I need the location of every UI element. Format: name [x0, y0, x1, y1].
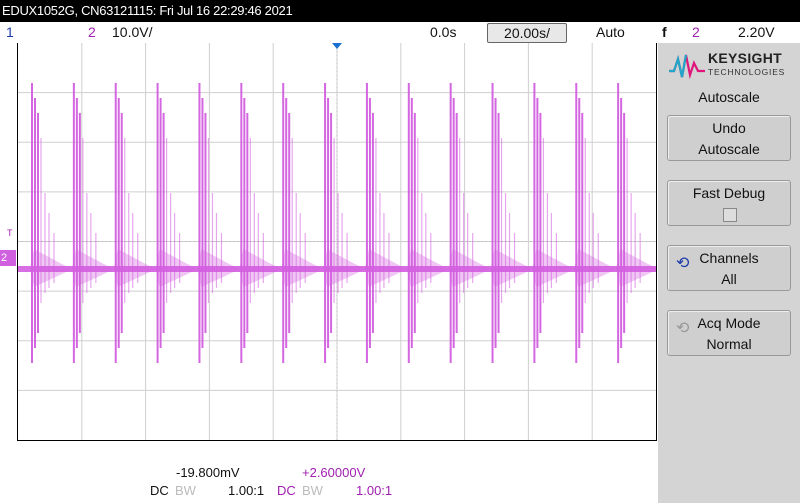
trigger-channel: 2	[692, 24, 700, 40]
channel-2-bw-limit: BW	[302, 483, 323, 498]
waveform-ringing	[155, 249, 198, 287]
keysight-wave-icon	[669, 54, 705, 80]
channel-2-ground-marker[interactable]: 2	[0, 250, 16, 266]
channels-button[interactable]: ⟲ Channels All	[667, 245, 791, 291]
channel-2-offset: +2.60000V	[302, 465, 366, 480]
fast-debug-label: Fast Debug	[692, 185, 766, 201]
waveform-ringing	[574, 249, 617, 287]
fast-debug-button[interactable]: Fast Debug	[667, 180, 791, 226]
channel-2-indicator[interactable]: 2	[88, 24, 96, 40]
waveform-ringing	[239, 249, 282, 287]
waveform-ringing	[532, 249, 575, 287]
waveform-ringing	[406, 249, 449, 287]
channel-1-indicator[interactable]: 1	[6, 24, 14, 40]
undo-sublabel: Autoscale	[698, 141, 760, 157]
channel-info-bar: -19.800mV +2.60000V DC BW 1.00:1 DC BW 1…	[0, 441, 658, 503]
keysight-logo: KEYSIGHT TECHNOLOGIES	[666, 48, 796, 84]
channels-value: All	[721, 271, 737, 287]
channel-1-probe: 1.00:1	[228, 483, 265, 498]
panel-title: Autoscale	[698, 89, 760, 105]
waveform-svg	[18, 43, 659, 440]
trigger-mode: Auto	[596, 24, 625, 40]
acq-mode-value: Normal	[706, 336, 752, 352]
acq-mode-label: Acq Mode	[697, 315, 761, 331]
waveform-display[interactable]	[17, 43, 659, 441]
status-bar: 1 2 10.0V/ 0.0s 20.00s/ Auto f 2 2.20V	[0, 22, 800, 43]
trigger-position-marker	[332, 43, 342, 49]
channel-1-bw-limit: BW	[175, 483, 196, 498]
waveform-ringing	[30, 249, 72, 287]
acq-mode-button[interactable]: ⟲ Acq Mode Normal	[667, 310, 791, 356]
waveform-ringing	[281, 249, 324, 287]
window-title: EDUX1052G, CN63121115: Fri Jul 16 22:29:…	[0, 0, 800, 22]
trigger-edge-icon: f	[662, 24, 667, 40]
channel-1-coupling: DC	[150, 483, 169, 498]
fast-debug-checkbox[interactable]	[723, 208, 737, 222]
rotate-knob-icon: ⟲	[676, 255, 690, 272]
undo-label: Undo	[712, 120, 746, 136]
rotate-knob-icon-disabled: ⟲	[676, 320, 690, 337]
channel-2-coupling: DC	[277, 483, 296, 498]
channel-2-probe: 1.00:1	[356, 483, 393, 498]
undo-autoscale-button[interactable]: Undo Autoscale	[667, 115, 791, 161]
waveform-baseline	[18, 266, 656, 272]
waveform-ringing	[616, 249, 659, 287]
waveform-ringing	[364, 249, 407, 287]
channel-2-scale: 10.0V/	[112, 24, 153, 40]
logo-subtitle: TECHNOLOGIES	[708, 67, 786, 77]
left-marker-bar	[0, 43, 17, 441]
trigger-level-marker: T	[7, 228, 13, 238]
channels-label: Channels	[699, 250, 759, 266]
waveform-ringing	[197, 249, 240, 287]
horizontal-delay: 0.0s	[430, 24, 457, 40]
trigger-level: 2.20V	[738, 24, 775, 40]
waveform-ringing	[323, 249, 366, 287]
waveform-ringing	[448, 249, 491, 287]
waveform-ringing	[113, 249, 156, 287]
channel-1-offset: -19.800mV	[176, 465, 240, 480]
waveform-ringing	[490, 249, 533, 287]
logo-name: KEYSIGHT	[708, 50, 782, 66]
timebase-field[interactable]: 20.00s/	[487, 23, 567, 43]
waveform-ringing	[71, 249, 114, 287]
